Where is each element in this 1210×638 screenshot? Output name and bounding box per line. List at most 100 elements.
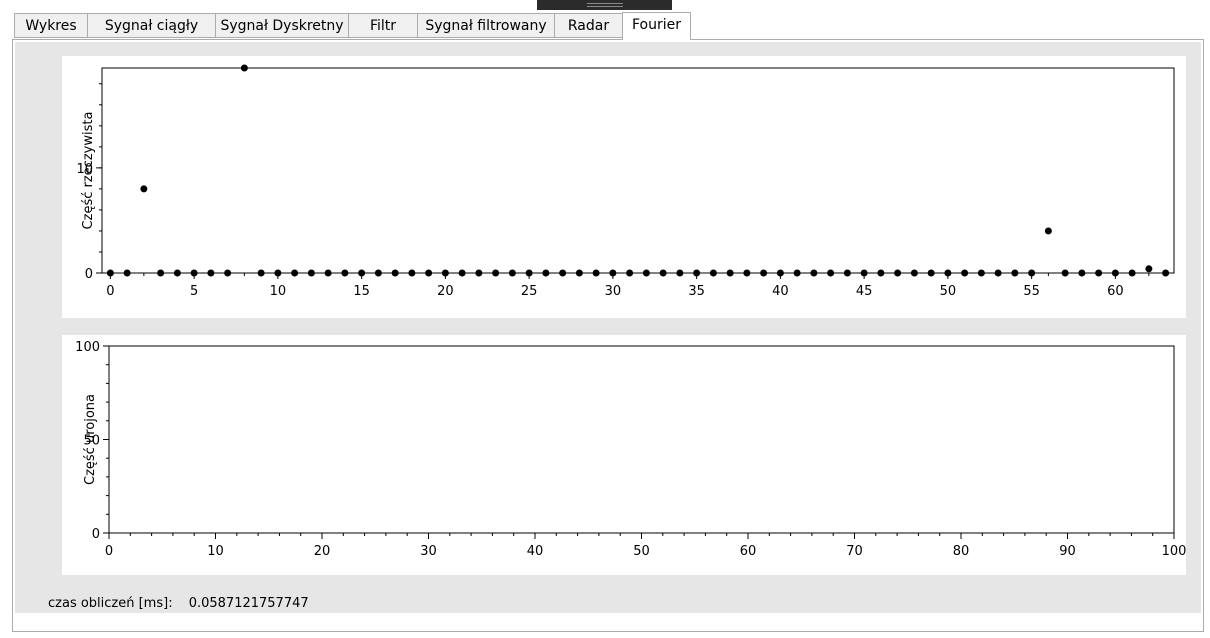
- data-point: [542, 269, 550, 277]
- data-point: [642, 269, 650, 277]
- data-point: [726, 269, 734, 277]
- data-point: [743, 269, 751, 277]
- x-tick-label: 0: [105, 544, 113, 559]
- data-point: [123, 269, 131, 277]
- data-point: [944, 269, 952, 277]
- data-point: [307, 269, 315, 277]
- x-tick-label: 45: [856, 284, 873, 299]
- data-point: [977, 269, 985, 277]
- data-point: [910, 269, 918, 277]
- data-point: [157, 269, 165, 277]
- y-tick-label: 50: [83, 434, 100, 449]
- data-point: [810, 269, 818, 277]
- data-point: [609, 269, 617, 277]
- data-point: [475, 269, 483, 277]
- tab-sygnal-ciagly[interactable]: Sygnał ciągły: [87, 13, 216, 38]
- data-point: [1145, 265, 1153, 273]
- data-point: [709, 269, 717, 277]
- x-tick-label: 50: [633, 544, 650, 559]
- imaginary-part-chart-area: 0 10 20 30 40 50 60 70 80 90 100 0 50 100 Część urojon…: [62, 335, 1186, 575]
- data-point: [106, 269, 114, 277]
- data-point: [441, 269, 449, 277]
- data-point: [207, 269, 215, 277]
- y-tick-label: 0: [92, 527, 100, 542]
- x-tick-label: 30: [420, 544, 437, 559]
- x-tick-label: 60: [740, 544, 757, 559]
- data-point: [492, 269, 500, 277]
- y-tick-label: 100: [75, 340, 100, 355]
- data-point: [224, 269, 232, 277]
- tab-sygnal-filtrowany[interactable]: Sygnał filtrowany: [417, 13, 555, 38]
- tab-filtr[interactable]: Filtr: [348, 13, 418, 38]
- data-point: [1128, 269, 1136, 277]
- x-tick-label: 35: [688, 284, 705, 299]
- data-point: [358, 269, 366, 277]
- data-point: [425, 269, 433, 277]
- data-point: [1095, 269, 1103, 277]
- data-point: [341, 269, 349, 277]
- data-point: [458, 269, 466, 277]
- data-point: [894, 269, 902, 277]
- data-point: [592, 269, 600, 277]
- data-point: [1028, 269, 1036, 277]
- data-point: [408, 269, 416, 277]
- y-axis-label: Część rzeczywista: [81, 112, 96, 230]
- x-tick-label: 90: [1059, 544, 1076, 559]
- computation-time: czas obliczeń [ms]: 0.0587121757747: [48, 596, 309, 611]
- x-tick-label: 70: [846, 544, 863, 559]
- x-tick-label: 40: [772, 284, 789, 299]
- data-point: [1111, 269, 1119, 277]
- computation-time-label: czas obliczeń [ms]:: [48, 596, 173, 611]
- x-tick-label: 5: [190, 284, 198, 299]
- data-point: [274, 269, 282, 277]
- data-point: [760, 269, 768, 277]
- data-point: [927, 269, 935, 277]
- data-point: [626, 269, 634, 277]
- data-point: [676, 269, 684, 277]
- x-tick-label: 10: [207, 544, 224, 559]
- data-point: [559, 269, 567, 277]
- tab-wykres[interactable]: Wykres: [14, 13, 88, 38]
- tab-sygnal-dyskretny[interactable]: Sygnał Dyskretny: [215, 13, 349, 38]
- real-part-chart-area: 0 5 10 15 20 25 30 35 40 45 50 55 60 0 10 Część rzeczyw…: [62, 56, 1186, 318]
- x-tick-label: 25: [521, 284, 538, 299]
- data-point: [994, 269, 1002, 277]
- x-tick-label: 10: [270, 284, 287, 299]
- x-tick-label: 30: [605, 284, 622, 299]
- imaginary-part-chart: 0 10 20 30 40 50 60 70 80 90 100 0 50 100 Część urojon…: [75, 340, 1186, 559]
- x-tick-label: 0: [106, 284, 114, 299]
- y-axis-label: Część urojona: [83, 394, 98, 485]
- data-point: [776, 269, 784, 277]
- x-tick-label: 15: [353, 284, 370, 299]
- data-point: [525, 269, 533, 277]
- data-point: [961, 269, 969, 277]
- data-point: [860, 269, 868, 277]
- fourier-content: 0 5 10 15 20 25 30 35 40 45 50 55 60 0 10 Część rzeczyw…: [15, 42, 1201, 613]
- data-point: [575, 269, 583, 277]
- tab-radar[interactable]: Radar: [554, 13, 623, 38]
- data-point: [1061, 269, 1069, 277]
- window-drag-handle[interactable]: [537, 0, 672, 10]
- data-point: [173, 269, 181, 277]
- data-point: [1162, 269, 1170, 277]
- data-point: [659, 269, 667, 277]
- x-tick-label: 40: [527, 544, 544, 559]
- data-point: [324, 269, 332, 277]
- data-point: [240, 64, 248, 72]
- plot-frame: [108, 345, 1175, 534]
- tab-fourier[interactable]: Fourier: [622, 12, 691, 40]
- y-tick-label: 10: [76, 162, 93, 177]
- data-point: [693, 269, 701, 277]
- plot-frame: [101, 67, 1175, 274]
- data-point: [391, 269, 399, 277]
- x-tick-label: 100: [1162, 544, 1186, 559]
- data-point: [1011, 269, 1019, 277]
- x-tick-label: 50: [940, 284, 957, 299]
- data-point: [1044, 227, 1052, 235]
- x-tick-label: 55: [1023, 284, 1040, 299]
- x-tick-label: 20: [314, 544, 331, 559]
- y-tick-label: 0: [85, 267, 93, 282]
- tab-panel: 0 5 10 15 20 25 30 35 40 45 50 55 60 0 10 Część rzeczyw…: [12, 39, 1204, 632]
- data-point: [374, 269, 382, 277]
